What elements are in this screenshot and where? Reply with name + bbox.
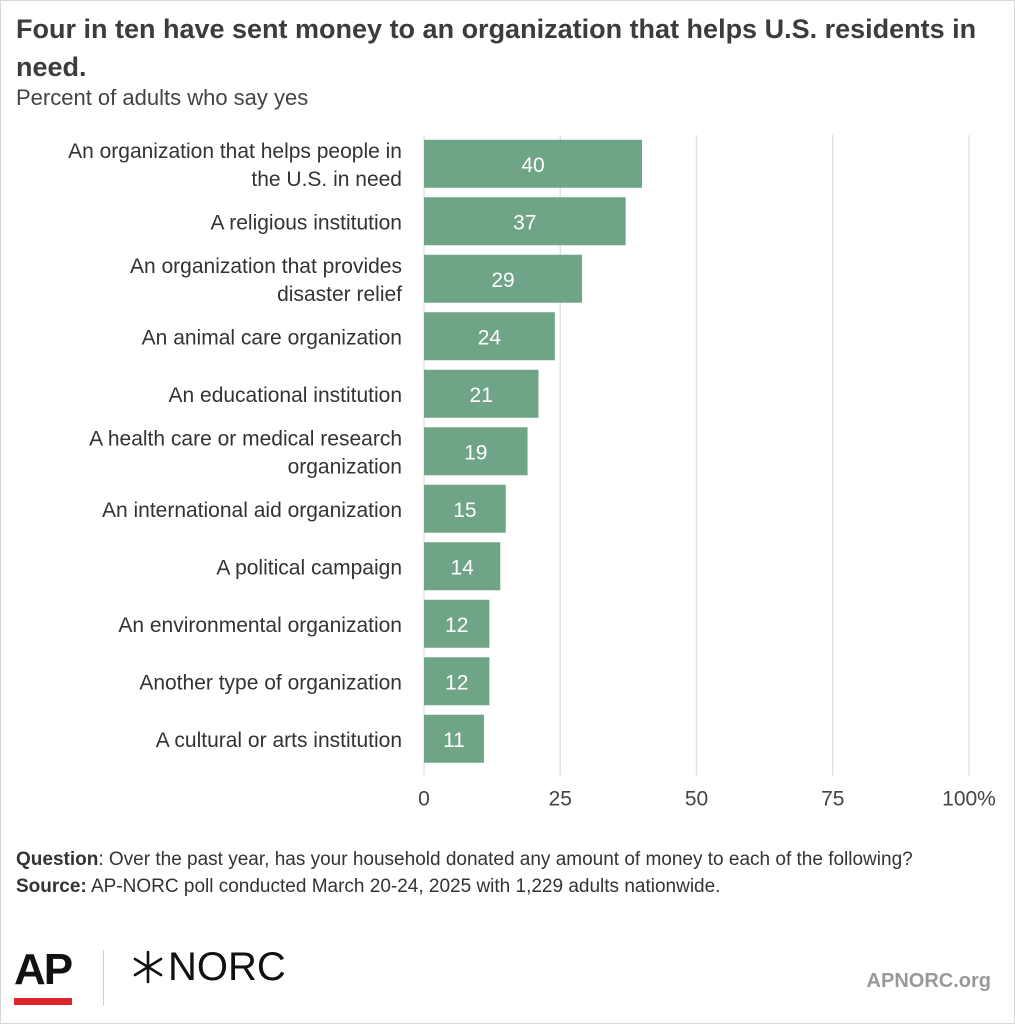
category-label: A cultural or arts institution bbox=[156, 729, 402, 752]
bar bbox=[424, 714, 484, 763]
bar bbox=[424, 312, 555, 361]
bar bbox=[424, 197, 626, 246]
chart-notes: Question: Over the past year, has your h… bbox=[16, 846, 996, 900]
category-label: A religious institution bbox=[211, 211, 402, 234]
bar bbox=[424, 427, 528, 476]
x-axis-ticks: 0 25 50 75 100% bbox=[418, 788, 996, 811]
bar-value-label: 40 bbox=[521, 154, 544, 177]
x-tick-label: 0 bbox=[418, 788, 430, 811]
bar-value-label: 14 bbox=[450, 556, 474, 579]
category-label: An educational institution bbox=[169, 384, 403, 407]
norc-logo: NORC bbox=[130, 945, 286, 989]
bar-value-label: 24 bbox=[478, 326, 502, 349]
bar-value-label: 11 bbox=[443, 729, 465, 752]
source-label: Source: bbox=[16, 876, 87, 897]
category-label: A political campaign bbox=[216, 556, 402, 579]
bar-value-label: 15 bbox=[453, 499, 476, 522]
category-label: A health care or medical research bbox=[89, 427, 402, 450]
question-note: Question: Over the past year, has your h… bbox=[16, 846, 996, 873]
bar-value-label: 12 bbox=[445, 671, 468, 694]
question-text: : Over the past year, has your household… bbox=[98, 849, 913, 870]
bar bbox=[424, 542, 501, 591]
question-label: Question bbox=[16, 849, 99, 870]
category-labels: An organization that helps people in the … bbox=[68, 140, 402, 752]
category-label: An organization that provides bbox=[130, 255, 402, 278]
x-tick-label: 100% bbox=[942, 788, 996, 811]
site-link: APNORC.org bbox=[866, 970, 991, 992]
bar bbox=[424, 657, 490, 706]
source-text: AP-NORC poll conducted March 20-24, 2025… bbox=[86, 876, 721, 897]
category-label: An international aid organization bbox=[102, 499, 402, 522]
category-label: the U.S. in need bbox=[251, 168, 402, 191]
category-label: An animal care organization bbox=[142, 326, 402, 349]
ap-logo: AP bbox=[14, 945, 73, 994]
x-tick-label: 75 bbox=[821, 788, 844, 811]
bar-value-label: 21 bbox=[470, 384, 493, 407]
bar bbox=[424, 599, 490, 648]
bar-value-label: 12 bbox=[445, 614, 468, 637]
bar-value-label: 37 bbox=[513, 211, 536, 234]
bar bbox=[424, 254, 583, 303]
bars-group: 40 37 29 24 21 19 15 14 12 12 11 bbox=[424, 139, 642, 763]
bar-value-label: 19 bbox=[464, 441, 487, 464]
category-label: disaster relief bbox=[277, 283, 402, 306]
x-tick-label: 50 bbox=[685, 788, 708, 811]
x-tick-label: 25 bbox=[549, 788, 572, 811]
logo-divider bbox=[103, 950, 104, 1006]
norc-logo-text: NORC bbox=[168, 945, 286, 989]
ap-logo-accent bbox=[14, 998, 72, 1005]
norc-star-icon bbox=[133, 950, 163, 984]
chart-title: Four in ten have sent money to an organi… bbox=[16, 14, 977, 82]
category-label: organization bbox=[288, 455, 402, 478]
bar bbox=[424, 139, 642, 188]
bar-chart: 40 37 29 24 21 19 15 14 12 12 11 An organization t… bbox=[68, 135, 996, 811]
bar bbox=[424, 369, 539, 418]
source-note: Source: AP-NORC poll conducted March 20-… bbox=[16, 873, 996, 900]
bar-value-label: 29 bbox=[491, 269, 514, 292]
category-label: An organization that helps people in bbox=[68, 140, 402, 163]
bar bbox=[424, 484, 506, 533]
chart-subtitle: Percent of adults who say yes bbox=[16, 85, 309, 110]
category-label: An environmental organization bbox=[118, 614, 402, 637]
category-label: Another type of organization bbox=[139, 671, 402, 694]
